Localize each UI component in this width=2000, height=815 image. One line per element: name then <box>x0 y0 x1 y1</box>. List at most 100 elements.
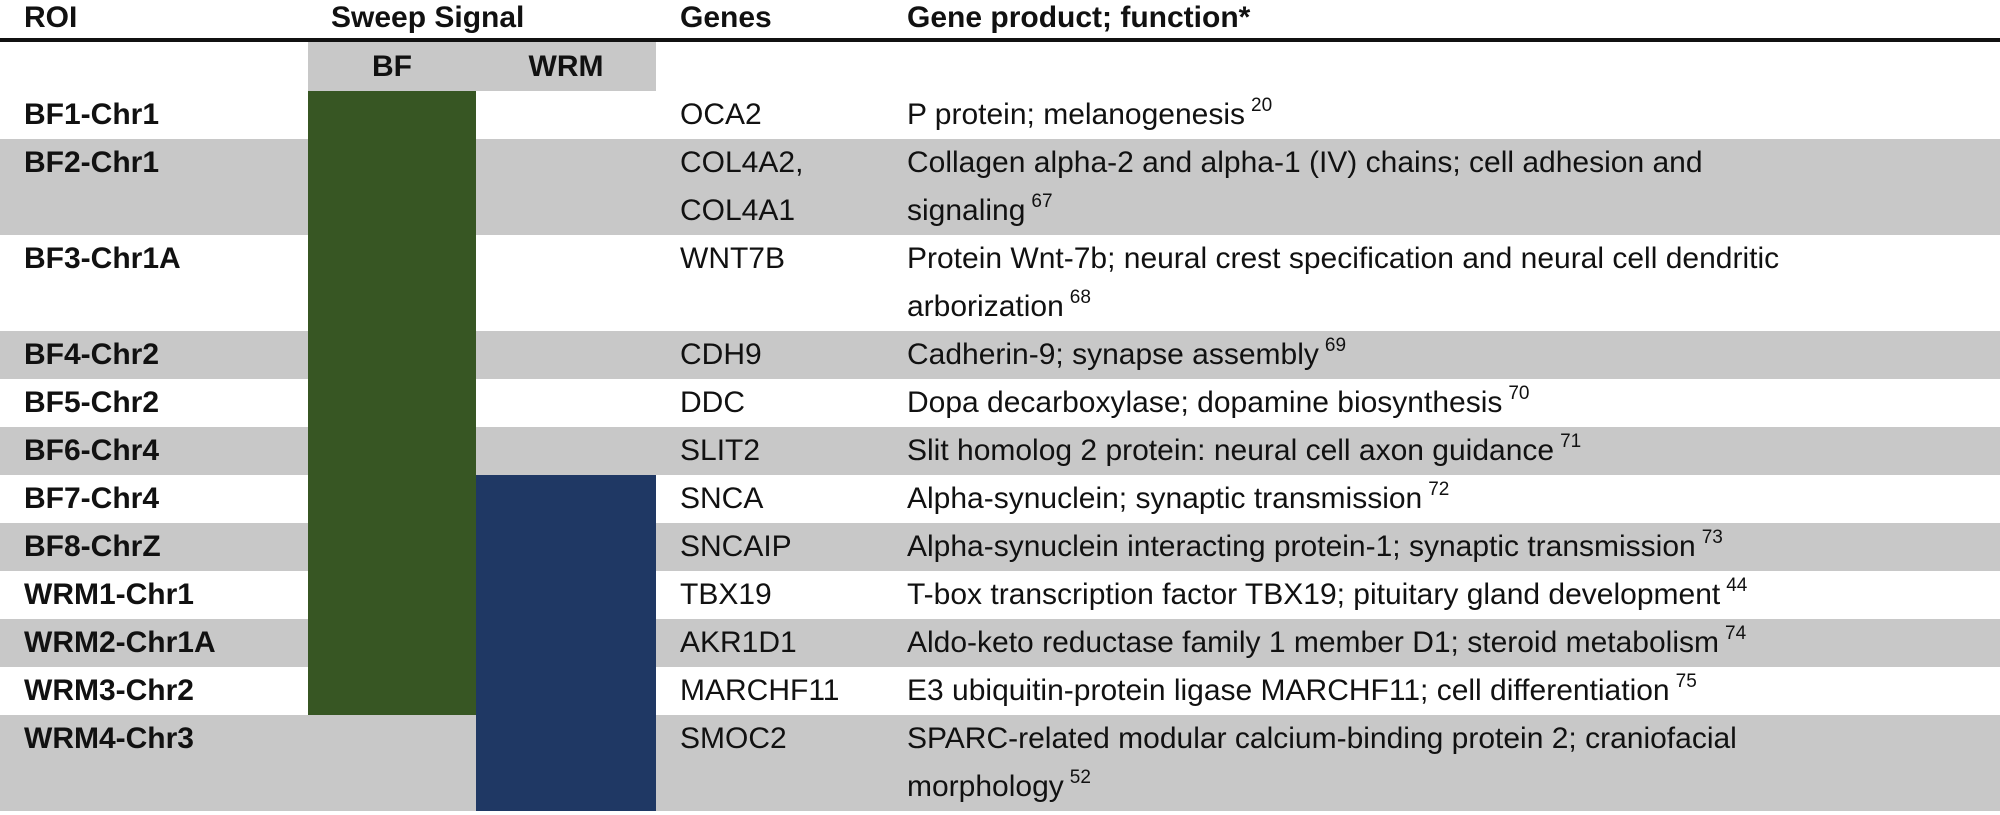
gene-cell: TBX19 <box>680 571 772 619</box>
function-text: P protein; melanogenesis <box>907 98 1245 131</box>
function-text: arborization <box>907 290 1064 323</box>
reference-superscript: 71 <box>1560 431 1582 452</box>
function-text: T-box transcription factor TBX19; pituit… <box>907 578 1721 611</box>
function-cell: E3 ubiquitin-protein ligase MARCHF11; ce… <box>907 667 1697 719</box>
roi-cell: BF1-Chr1 <box>24 98 160 131</box>
function-text: morphology <box>907 770 1064 803</box>
function-cell: Cadherin-9; synapse assembly 69 <box>907 331 1346 383</box>
function-text: E3 ubiquitin-protein ligase MARCHF11; ce… <box>907 674 1670 707</box>
function-cell: Aldo-keto reductase family 1 member D1; … <box>907 619 1746 671</box>
bf-signal-block <box>308 379 476 427</box>
header-rule <box>0 38 2000 42</box>
function-text: Dopa decarboxylase; dopamine biosynthesi… <box>907 386 1503 419</box>
function-cell: Collagen alpha-2 and alpha-1 (IV) chains… <box>907 139 1703 239</box>
roi-cell: BF6-Chr4 <box>24 434 160 467</box>
gene-line: SNCAIP <box>680 530 792 563</box>
roi-cell: BF5-Chr2 <box>24 386 160 419</box>
reference-superscript: 75 <box>1675 671 1697 692</box>
gene-cell: MARCHF11 <box>680 667 839 715</box>
function-text: Collagen alpha-2 and alpha-1 (IV) chains… <box>907 146 1703 179</box>
gene-cell: SLIT2 <box>680 427 760 475</box>
table-row: BF1-Chr1 OCA2 P protein; melanogenesis 20 <box>0 91 2000 139</box>
table-row: BF6-Chr4 SLIT2 Slit homolog 2 protein: neu… <box>0 427 2000 475</box>
reference-superscript: 67 <box>1031 191 1053 212</box>
wrm-signal-block <box>476 667 656 715</box>
function-text: signaling <box>907 194 1026 227</box>
gene-line: OCA2 <box>680 98 762 131</box>
table-row: WRM4-Chr3 SMOC2 SPARC-related modular calc… <box>0 715 2000 811</box>
bf-signal-block <box>308 331 476 379</box>
reference-superscript: 44 <box>1726 575 1748 596</box>
bf-signal-block <box>308 475 476 523</box>
function-text: Cadherin-9; synapse assembly <box>907 338 1319 371</box>
reference-superscript: 74 <box>1725 623 1747 644</box>
gene-cell: SNCAIP <box>680 523 792 571</box>
function-text: Alpha-synuclein; synaptic transmission <box>907 482 1423 515</box>
table-row: BF4-Chr2 CDH9 Cadherin-9; synapse assembly… <box>0 331 2000 379</box>
gene-line: TBX19 <box>680 578 772 611</box>
header-function: Gene product; function* <box>907 1 1251 34</box>
reference-superscript: 73 <box>1701 527 1723 548</box>
header-genes: Genes <box>680 1 772 34</box>
gene-cell: WNT7B <box>680 235 785 283</box>
reference-superscript: 72 <box>1428 479 1450 500</box>
roi-cell: BF2-Chr1 <box>24 146 160 179</box>
wrm-signal-block <box>476 523 656 571</box>
table-row: BF7-Chr4 SNCA Alpha-synuclein; synaptic tr… <box>0 475 2000 523</box>
gene-line: DDC <box>680 386 745 419</box>
roi-cell: WRM4-Chr3 <box>24 722 194 755</box>
gene-line: AKR1D1 <box>680 626 797 659</box>
function-cell: SPARC-related modular calcium-binding pr… <box>907 715 1737 815</box>
function-cell: Dopa decarboxylase; dopamine biosynthesi… <box>907 379 1530 431</box>
bf-signal-block <box>308 667 476 715</box>
roi-cell: BF4-Chr2 <box>24 338 160 371</box>
subheader-band <box>308 42 656 91</box>
bf-signal-block <box>308 139 476 235</box>
gene-cell: DDC <box>680 379 745 427</box>
bf-signal-block <box>308 427 476 475</box>
reference-superscript: 70 <box>1508 383 1530 404</box>
function-cell: Protein Wnt-7b; neural crest specificati… <box>907 235 1779 335</box>
gene-line: SMOC2 <box>680 722 787 755</box>
reference-superscript: 52 <box>1069 767 1091 788</box>
reference-superscript: 69 <box>1324 335 1347 356</box>
function-text: Protein Wnt-7b; neural crest specificati… <box>907 242 1780 275</box>
bf-signal-block <box>308 235 476 331</box>
roi-cell: BF3-Chr1A <box>24 242 181 275</box>
roi-cell: WRM3-Chr2 <box>24 674 194 707</box>
function-cell: P protein; melanogenesis 20 <box>907 91 1272 143</box>
gene-cell: CDH9 <box>680 331 762 379</box>
roi-cell: BF8-ChrZ <box>24 530 161 563</box>
gene-cell: SNCA <box>680 475 763 523</box>
table-row: WRM3-Chr2 MARCHF11 E3 ubiquitin-protein li… <box>0 667 2000 715</box>
table-row: BF2-Chr1 COL4A2, COL4A1 Collagen alpha-2 an… <box>0 139 2000 235</box>
gene-line: SNCA <box>680 482 764 515</box>
gene-line: CDH9 <box>680 338 762 371</box>
roi-cell: WRM2-Chr1A <box>24 626 216 659</box>
roi-cell: WRM1-Chr1 <box>24 578 194 611</box>
bf-signal-block <box>308 619 476 667</box>
gene-line: COL4A2, <box>680 146 804 179</box>
gene-cell: COL4A2, COL4A1 <box>680 139 803 235</box>
wrm-signal-block <box>476 475 656 523</box>
bf-signal-block <box>308 523 476 571</box>
gene-line: MARCHF11 <box>680 674 840 707</box>
gene-cell: SMOC2 <box>680 715 787 763</box>
wrm-signal-block <box>476 715 656 811</box>
bf-signal-block <box>308 91 476 139</box>
function-cell: Alpha-synuclein; synaptic transmission 72 <box>907 475 1449 527</box>
table-row: WRM1-Chr1 TBX19 T-box transcription factor… <box>0 571 2000 619</box>
table-row: BF5-Chr2 DDC Dopa decarboxylase; dopamine … <box>0 379 2000 427</box>
function-cell: Alpha-synuclein interacting protein-1; s… <box>907 523 1723 575</box>
roi-cell: BF7-Chr4 <box>24 482 160 515</box>
gene-cell: AKR1D1 <box>680 619 797 667</box>
table-row: BF8-ChrZ SNCAIP Alpha-synuclein interactin… <box>0 523 2000 571</box>
gene-line: COL4A1 <box>680 194 796 227</box>
reference-superscript: 20 <box>1251 95 1273 116</box>
function-cell: Slit homolog 2 protein: neural cell axon… <box>907 427 1581 479</box>
function-cell: T-box transcription factor TBX19; pituit… <box>907 571 1747 623</box>
function-text: SPARC-related modular calcium-binding pr… <box>907 722 1737 755</box>
subheader-bf: BF <box>372 50 412 83</box>
function-text: Slit homolog 2 protein: neural cell axon… <box>907 434 1555 467</box>
gene-cell: OCA2 <box>680 91 762 139</box>
